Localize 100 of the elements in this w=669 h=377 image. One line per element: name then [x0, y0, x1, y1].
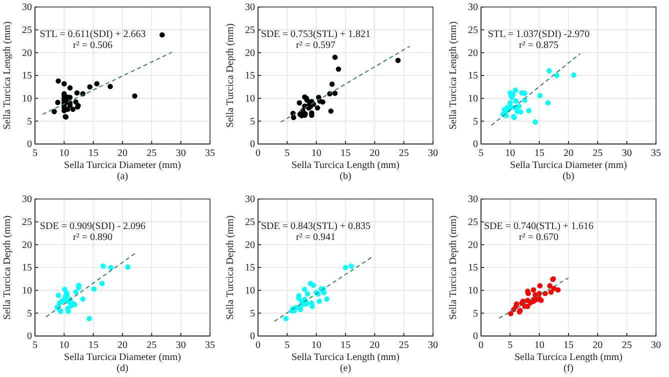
- y-tick-label: 5: [473, 116, 478, 128]
- x-axis-title: Sella Turcica Length (mm): [291, 352, 400, 363]
- x-tick-label: 30: [428, 148, 438, 159]
- text: (d): [116, 363, 128, 374]
- x-tick-label: 20: [118, 340, 128, 351]
- y-tick-label: 20: [468, 240, 478, 251]
- x-tick-label: 5: [508, 340, 513, 351]
- x-axis-title: Sella Turcica Length (mm): [514, 352, 623, 363]
- x-tick-label: 15: [340, 340, 350, 351]
- y-tick-label: 30: [22, 194, 32, 206]
- y-tick-label: 10: [245, 94, 255, 105]
- y-tick-label: 10: [22, 286, 32, 297]
- y-tick-label: 25: [245, 217, 255, 228]
- y-tick-label: 25: [245, 25, 255, 36]
- annotation: r² = 0.941: [296, 232, 336, 244]
- x-tick-label: 10: [505, 148, 516, 159]
- y-tick-label: 0: [250, 331, 255, 342]
- y-axis-title: Sella Turcica Length (mm): [448, 21, 459, 130]
- x-tick-label: 30: [428, 340, 438, 351]
- y-tick-label: 20: [245, 240, 255, 251]
- y-tick-label: 20: [468, 48, 478, 59]
- y-tick-label: 15: [245, 70, 255, 82]
- x-tick-label: 15: [564, 340, 574, 351]
- x-tick-label: 10: [59, 340, 70, 351]
- y-tick-label: 15: [468, 262, 478, 274]
- y-tick-label: 0: [27, 139, 32, 150]
- y-tick-label: 30: [245, 2, 255, 14]
- y-tick-label: 0: [250, 139, 255, 150]
- annotation: SDE = 0.740(STL) + 1.616: [484, 221, 594, 232]
- x-tick-label: 35: [651, 148, 661, 159]
- y-tick-label: 15: [22, 70, 32, 82]
- y-axis-title: Sella Turcica Depth (mm): [225, 215, 236, 320]
- x-tick-label: 20: [592, 340, 603, 351]
- x-tick-label: 10: [59, 148, 70, 159]
- x-tick-label: 25: [398, 148, 409, 159]
- x-tick-label: 10: [534, 340, 544, 351]
- annotation: SDE = 0.909(SDI) - 2.096: [40, 221, 146, 232]
- x-axis-title: Sella Turcica Diameter (mm): [64, 160, 181, 171]
- x-tick-label: 25: [398, 340, 409, 351]
- x-tick-label: 30: [622, 148, 632, 159]
- y-tick-label: 15: [22, 262, 32, 274]
- x-tick-label: 30: [176, 340, 186, 351]
- x-tick-label: 15: [88, 148, 98, 159]
- annotation: STL = 1.037(SDI) -2.970: [488, 29, 590, 40]
- y-tick-label: 20: [22, 240, 32, 251]
- x-tick-label: 25: [592, 148, 603, 159]
- y-tick-label: 5: [250, 308, 255, 320]
- y-axis-title: Sella Turcica Depth (mm): [2, 215, 13, 320]
- y-tick-label: 5: [250, 116, 255, 128]
- y-tick-label: 10: [245, 286, 255, 297]
- y-tick-label: 25: [468, 217, 478, 228]
- annotation: r² = 0.597: [296, 40, 336, 52]
- text: (a): [116, 171, 128, 182]
- x-tick-label: 25: [146, 340, 157, 351]
- x-tick-label: 15: [534, 148, 544, 159]
- x-tick-label: 5: [284, 148, 290, 159]
- x-tick-label: 25: [146, 148, 157, 159]
- x-axis-title: Sella Turcica Diameter (mm): [64, 352, 181, 363]
- text: (b): [562, 171, 574, 182]
- y-tick-label: 5: [473, 308, 478, 320]
- annotation: SDE = 0.753(STL) + 1.821: [260, 29, 371, 40]
- x-tick-label: 10: [311, 340, 322, 351]
- annotation: r² = 0.506: [73, 40, 112, 52]
- x-tick-label: 20: [118, 148, 128, 159]
- annotation: r² = 0.890: [73, 232, 112, 244]
- y-tick-label: 10: [22, 94, 32, 105]
- y-axis-title: Sella Turcica Depth (mm): [225, 23, 236, 128]
- x-tick-label: 20: [370, 148, 380, 159]
- x-tick-label: 35: [205, 340, 215, 351]
- x-tick-label: 15: [88, 340, 98, 351]
- x-tick-label: 5: [284, 340, 290, 351]
- x-tick-label: 30: [651, 340, 661, 351]
- annotation: STL = 0.611(SDI) + 2.663: [40, 29, 146, 40]
- x-tick-label: 20: [564, 148, 574, 159]
- y-tick-label: 10: [468, 94, 478, 105]
- y-tick-label: 20: [22, 48, 32, 59]
- x-tick-label: 30: [176, 148, 186, 159]
- y-axis-title: Sella Turcica Length (mm): [2, 21, 13, 130]
- y-tick-label: 25: [22, 25, 32, 36]
- x-tick-label: 15: [340, 148, 350, 159]
- y-tick-label: 10: [468, 286, 478, 297]
- y-axis-title: Sella Turcica Depth (mm): [448, 215, 459, 320]
- text: (e): [340, 363, 352, 374]
- y-tick-label: 30: [22, 2, 32, 14]
- y-tick-label: 0: [473, 139, 478, 150]
- y-tick-label: 30: [245, 194, 255, 206]
- annotation: SDE = 0.843(STL) + 0.835: [260, 221, 371, 232]
- y-tick-label: 0: [473, 331, 478, 342]
- y-tick-label: 0: [27, 331, 32, 342]
- y-tick-label: 15: [468, 70, 478, 82]
- x-tick-label: 25: [622, 340, 632, 351]
- x-tick-label: 10: [311, 148, 322, 159]
- y-tick-label: 5: [27, 116, 32, 128]
- annotation: r² = 0.875: [519, 40, 558, 52]
- text: (b): [340, 171, 352, 182]
- text: (f): [564, 363, 574, 374]
- x-tick-label: 20: [370, 340, 380, 351]
- y-tick-label: 5: [27, 308, 32, 320]
- y-tick-label: 30: [468, 194, 478, 206]
- annotation: r² = 0.670: [519, 232, 558, 244]
